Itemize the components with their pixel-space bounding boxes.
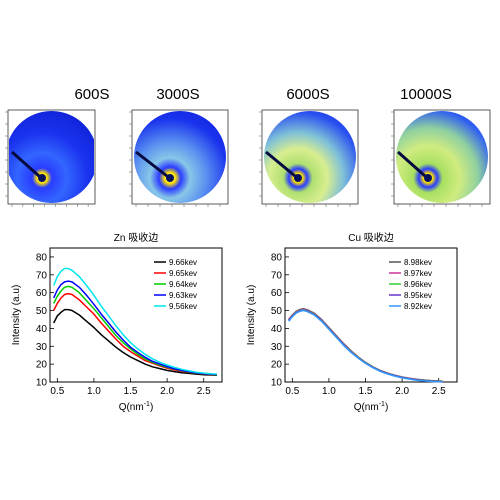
y-tick-label: 20 bbox=[271, 360, 283, 371]
plot-frame bbox=[49, 247, 223, 383]
plot-frame bbox=[284, 247, 458, 383]
series-line-9.66kev bbox=[53, 308, 217, 376]
y-tick-label: 50 bbox=[36, 306, 48, 317]
series-line-9.63kev bbox=[53, 280, 217, 376]
y-tick-label: 60 bbox=[271, 288, 283, 299]
y-tick-label: 20 bbox=[36, 360, 48, 371]
y-tick-label: 10 bbox=[36, 378, 48, 389]
beam-center-4 bbox=[424, 174, 432, 182]
image-title-600s: 600S bbox=[74, 86, 110, 103]
series-line-9.56kev bbox=[53, 267, 217, 375]
series-line-8.92kev bbox=[288, 309, 443, 383]
legend-label-9.63kev: 9.63kev bbox=[169, 291, 197, 300]
legend-label-8.98kev: 8.98kev bbox=[404, 258, 432, 267]
chart-2: Cu 吸收边 10 20 30 40 50 60 70 80 0.5 1.0 1.5 2.0 2.5 Int… bbox=[246, 231, 458, 413]
x-tick-label: 0.5 bbox=[50, 386, 64, 397]
x-axis-label-sup: -1 bbox=[144, 401, 150, 408]
x-tick-label: 1.5 bbox=[359, 386, 373, 397]
beamstop-2 bbox=[135, 150, 168, 178]
series-line-8.97kev bbox=[288, 308, 443, 383]
beamstop-3 bbox=[265, 150, 296, 178]
y-axis-label: Intensity (a.u) bbox=[246, 285, 257, 346]
x-tick-label: 0.5 bbox=[285, 386, 299, 397]
chart-title: Cu 吸收边 bbox=[348, 231, 394, 244]
legend-label-9.65kev: 9.65kev bbox=[169, 269, 197, 278]
x-tick-label: 2.0 bbox=[395, 386, 409, 397]
x-tick-label: 1.5 bbox=[124, 386, 138, 397]
chart-title: Zn 吸收边 bbox=[114, 231, 158, 244]
legend-label-8.97kev: 8.97kev bbox=[404, 269, 432, 278]
x-tick-label: 1.0 bbox=[87, 386, 101, 397]
x-tick-label: 2.5 bbox=[197, 386, 211, 397]
x-axis-label-close: ) bbox=[150, 402, 153, 413]
y-tick-label: 30 bbox=[36, 342, 48, 353]
detector-image-4 bbox=[396, 111, 488, 203]
detector-image-2 bbox=[134, 111, 226, 203]
x-axis-label: Q(nm-1) bbox=[354, 401, 389, 413]
y-tick-label: 40 bbox=[271, 324, 283, 335]
series-line-8.96kev bbox=[288, 308, 443, 383]
beamstop-1 bbox=[11, 150, 40, 178]
legend-label-9.56kev: 9.56kev bbox=[169, 302, 197, 311]
y-tick-label: 70 bbox=[36, 270, 48, 281]
y-tick-label: 80 bbox=[271, 252, 283, 263]
beamstop-4 bbox=[397, 150, 426, 178]
legend-label-8.92kev: 8.92kev bbox=[404, 302, 432, 311]
x-axis-label-close: ) bbox=[385, 402, 388, 413]
detector-image-1 bbox=[9, 111, 94, 203]
y-tick-label: 40 bbox=[36, 324, 48, 335]
chart-1: Zn 吸收边 10 20 30 40 50 60 70 80 0.5 1.0 1.5 2.0 2.5 Int… bbox=[11, 231, 223, 413]
legend-label-8.95kev: 8.95kev bbox=[404, 291, 432, 300]
legend-label-8.96kev: 8.96kev bbox=[404, 280, 432, 289]
y-tick-label: 10 bbox=[271, 378, 283, 389]
x-axis-label-sup: -1 bbox=[379, 401, 385, 408]
series-line-8.98kev bbox=[288, 307, 443, 382]
y-tick-label: 50 bbox=[271, 306, 283, 317]
y-tick-label: 80 bbox=[36, 252, 48, 263]
image-title-6000s: 6000S bbox=[286, 86, 330, 103]
image-title-10000s: 10000S bbox=[400, 86, 452, 103]
series-line-8.95kev bbox=[288, 309, 443, 383]
image-title-3000s: 3000S bbox=[156, 86, 200, 103]
x-axis-label-main: Q(nm bbox=[354, 402, 379, 413]
beam-center-3 bbox=[294, 174, 302, 182]
legend-label-9.66kev: 9.66kev bbox=[169, 258, 197, 267]
x-axis-label: Q(nm-1) bbox=[119, 401, 154, 413]
y-tick-label: 70 bbox=[271, 270, 283, 281]
x-tick-label: 1.0 bbox=[322, 386, 336, 397]
x-axis-label-main: Q(nm bbox=[119, 402, 144, 413]
y-axis-label: Intensity (a.u) bbox=[11, 285, 22, 346]
beam-center-2 bbox=[166, 174, 174, 182]
beam-center-1 bbox=[38, 174, 46, 182]
x-tick-label: 2.0 bbox=[160, 386, 174, 397]
x-tick-label: 2.5 bbox=[432, 386, 446, 397]
y-tick-label: 30 bbox=[271, 342, 283, 353]
y-tick-label: 60 bbox=[36, 288, 48, 299]
legend-label-9.64kev: 9.64kev bbox=[169, 280, 197, 289]
detector-image-3 bbox=[264, 111, 356, 203]
